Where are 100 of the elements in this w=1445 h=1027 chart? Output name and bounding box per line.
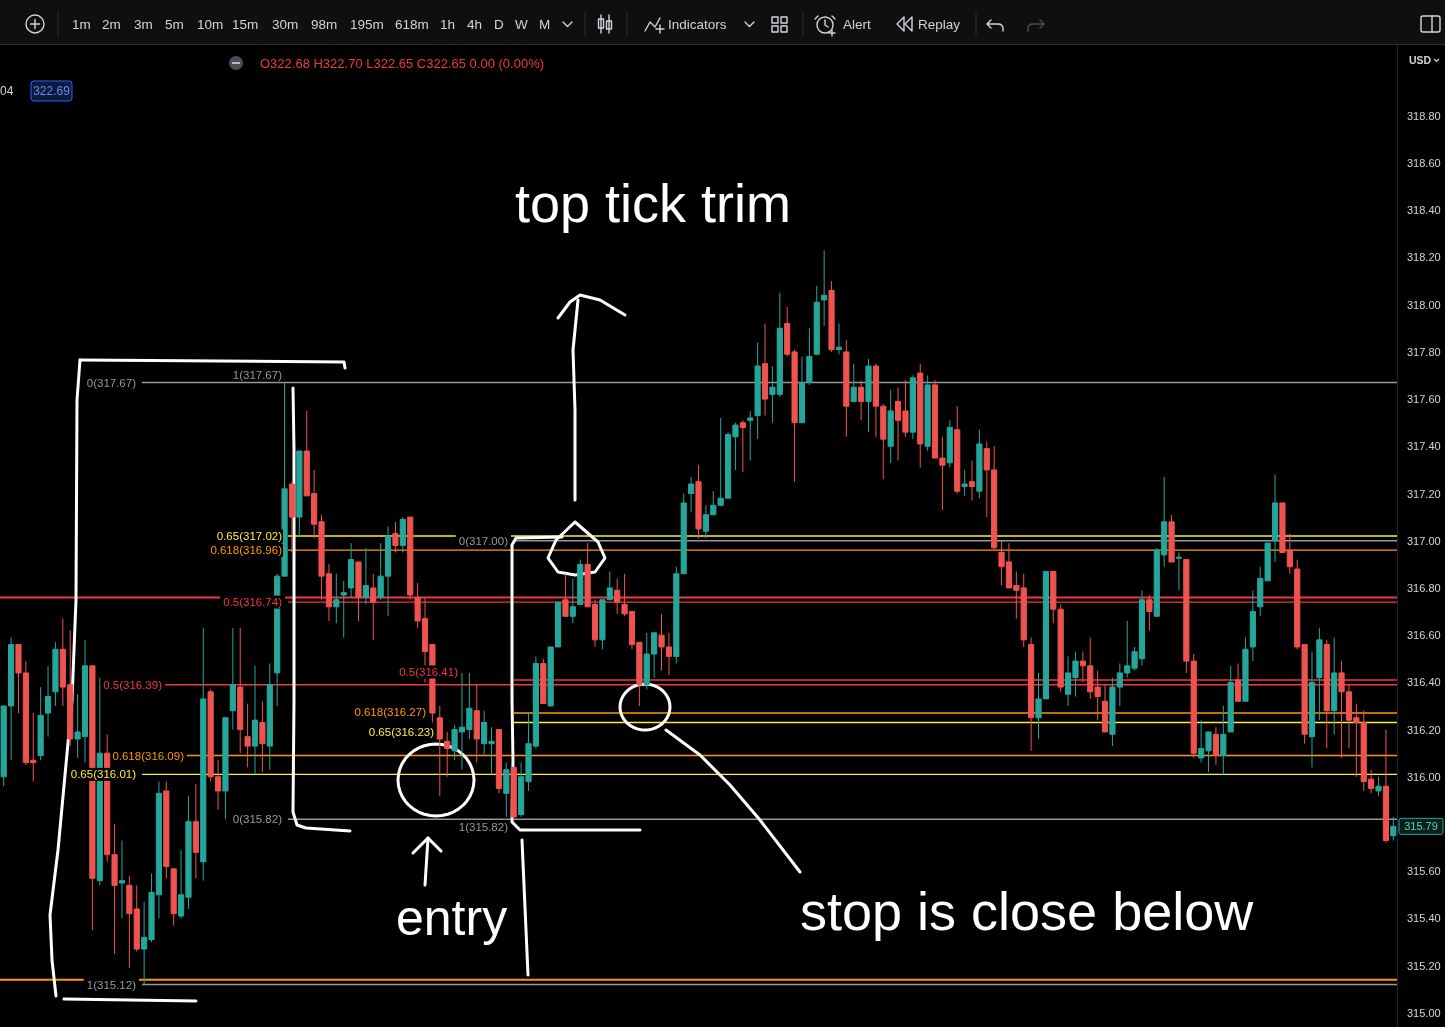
candlestick: [510, 766, 517, 820]
annotation: 04: [0, 84, 14, 98]
y-tick-label: 317.80: [1407, 345, 1441, 358]
y-tick-label: 318.20: [1407, 251, 1441, 264]
text: 1h: [440, 17, 456, 32]
candlestick: [237, 627, 244, 754]
text: O322.68 H322.70 L322.65 C322.65 0.00 (0.00%): [260, 56, 545, 71]
candlestick: [399, 516, 406, 554]
candlestick: [44, 665, 52, 738]
candlestick: [1101, 684, 1109, 733]
candlestick: [961, 469, 968, 497]
candlestick: [828, 280, 835, 353]
candlestick: [1271, 474, 1279, 563]
text: Indicators: [668, 17, 727, 32]
candlestick: [577, 559, 584, 605]
ref-line-label: 0.65(317.02): [216, 530, 283, 542]
y-tick-label: 318.80: [1407, 109, 1441, 122]
y-tick-label: 315.00: [1407, 1006, 1441, 1019]
candlestick: [1175, 552, 1183, 591]
annotation: 322.69: [33, 84, 71, 98]
y-tick-label: 318.60: [1407, 157, 1441, 170]
candlestick: [695, 464, 702, 539]
candlestick: [954, 405, 961, 495]
y-tick-label: 317.60: [1407, 393, 1441, 406]
text: 4h: [467, 17, 483, 32]
y-tick-label: 317.00: [1407, 534, 1441, 547]
candlestick: [887, 389, 894, 464]
candlestick: [296, 450, 303, 537]
candlestick: [569, 577, 576, 624]
candlestick: [37, 686, 44, 761]
ref-line-label: 0.5(316.39): [103, 678, 163, 691]
candlestick: [1234, 662, 1242, 702]
y-tick-label: 318.00: [1407, 298, 1441, 311]
text: 5m: [165, 17, 184, 32]
candlestick: [1227, 665, 1234, 733]
candlestick: [976, 429, 983, 499]
text: D: [494, 17, 504, 32]
candlestick: [444, 731, 451, 778]
candlestick: [968, 459, 976, 502]
candlestick: [392, 521, 399, 554]
text: 618m: [395, 17, 429, 32]
candlestick: [754, 341, 761, 440]
candlestick: [259, 700, 266, 773]
annotation: 1(315.82): [458, 821, 509, 834]
candlestick: [118, 840, 126, 919]
candlestick: [355, 561, 362, 622]
candlestick: [1242, 637, 1249, 702]
candlestick: [503, 762, 510, 818]
ref-line-label: 0.5(316.74): [223, 596, 283, 609]
candlestick: [1331, 637, 1338, 735]
y-tick-label: 315.40: [1407, 912, 1441, 925]
annotation: 1(317.67): [232, 368, 283, 381]
candlestick: [562, 573, 569, 617]
candlestick: [192, 783, 199, 879]
y-tick-label: 316.60: [1407, 629, 1441, 642]
candlestick: [813, 285, 820, 355]
text: 98m: [311, 17, 338, 32]
candlestick: [946, 419, 953, 469]
candlestick: [495, 729, 503, 794]
candlestick: [1146, 594, 1153, 631]
candlestick: [909, 374, 916, 440]
annotation: top tick trim: [515, 173, 792, 233]
candlestick: [200, 627, 207, 882]
y-tick-label: 316.00: [1407, 770, 1441, 783]
y-tick-label: 317.40: [1407, 440, 1441, 453]
candlestick: [340, 580, 347, 638]
ref-line-label: 0.65(316.23): [368, 725, 435, 738]
ref-line-label: 0.618(316.27): [354, 705, 427, 718]
annotation: 315.79: [1404, 820, 1438, 833]
candlestick: [835, 323, 843, 355]
text: M: [539, 17, 551, 32]
candlestick: [333, 573, 340, 624]
candlestick: [1168, 514, 1175, 563]
candlestick: [761, 323, 769, 417]
text: 30m: [272, 17, 299, 32]
candlestick: [407, 516, 414, 601]
candlestick: [865, 358, 872, 433]
ref-line-label: 0.618(316.96): [210, 544, 283, 557]
candlestick: [843, 339, 850, 438]
candlestick: [251, 665, 259, 775]
text: 3m: [134, 17, 153, 32]
candlestick: [1212, 726, 1219, 766]
candlestick: [288, 481, 296, 554]
candlestick: [1323, 639, 1330, 749]
candlestick: [614, 577, 621, 615]
candlestick: [688, 476, 695, 513]
text: W: [515, 17, 528, 32]
candlestick: [52, 641, 59, 707]
candlestick: [924, 374, 931, 452]
candlestick: [739, 419, 746, 473]
text: 15m: [232, 17, 259, 32]
candlestick: [1382, 729, 1389, 844]
candlestick: [540, 658, 547, 705]
candlestick: [473, 684, 480, 764]
candlestick: [1249, 589, 1256, 662]
ref-line-label: 0(317.00): [458, 534, 509, 547]
candlestick: [222, 717, 229, 820]
y-tick-label: 315.60: [1407, 865, 1441, 878]
candlestick: [850, 363, 857, 402]
candlestick: [362, 547, 369, 605]
